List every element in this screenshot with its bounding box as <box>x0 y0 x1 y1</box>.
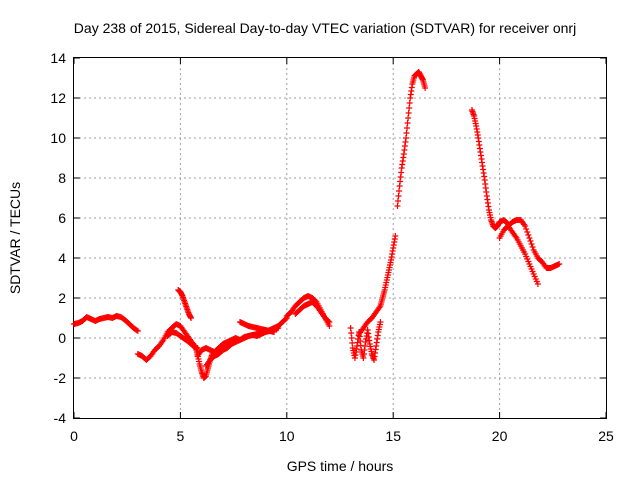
y-tick-label: 14 <box>50 50 66 66</box>
data-point <box>526 235 533 241</box>
x-axis-label: GPS time / hours <box>287 458 394 474</box>
y-tick-label: 2 <box>58 290 66 306</box>
axis-layer: 0 5 10 15 20 25 -4 -2 0 2 4 6 8 10 12 14 <box>50 50 614 444</box>
data-point <box>326 319 333 325</box>
y-tick-label: 6 <box>58 210 66 226</box>
y-tick-label: 4 <box>58 250 66 266</box>
y-axis-label: SDTVAR / TECUs <box>7 182 23 294</box>
data-point <box>529 244 536 250</box>
data-point <box>377 319 384 325</box>
data-points <box>71 69 563 381</box>
data-point <box>556 261 563 267</box>
data-point <box>188 315 195 321</box>
x-tick-label: 5 <box>177 428 185 444</box>
data-point <box>525 232 532 238</box>
x-tick-label: 25 <box>598 428 614 444</box>
y-tick-label: -4 <box>54 410 67 426</box>
data-point <box>422 85 429 91</box>
data-point <box>528 241 535 247</box>
data-point <box>133 327 140 334</box>
x-tick-label: 10 <box>279 428 295 444</box>
plot-frame <box>73 57 607 419</box>
data-point <box>527 238 534 244</box>
data-point <box>282 316 289 322</box>
data-point <box>534 281 541 287</box>
data-point <box>134 328 141 334</box>
data-point <box>392 233 399 239</box>
chart-title: Day 238 of 2015, Sidereal Day-to-day VTE… <box>74 20 576 36</box>
data-point <box>325 318 332 324</box>
y-tick-label: 0 <box>58 330 66 346</box>
data-point <box>522 223 529 229</box>
y-tick-label: 10 <box>50 130 66 146</box>
y-tick-label: 12 <box>50 90 66 106</box>
data-point <box>524 229 531 235</box>
x-tick-label: 15 <box>385 428 401 444</box>
y-tick-label: -2 <box>54 370 67 386</box>
data-point <box>271 329 278 335</box>
x-tick-label: 0 <box>70 428 78 444</box>
data-point <box>275 325 282 331</box>
grid-layer <box>74 58 606 418</box>
x-tick-label: 20 <box>492 428 508 444</box>
y-tick-label: 8 <box>58 170 66 186</box>
data-point <box>523 226 530 232</box>
